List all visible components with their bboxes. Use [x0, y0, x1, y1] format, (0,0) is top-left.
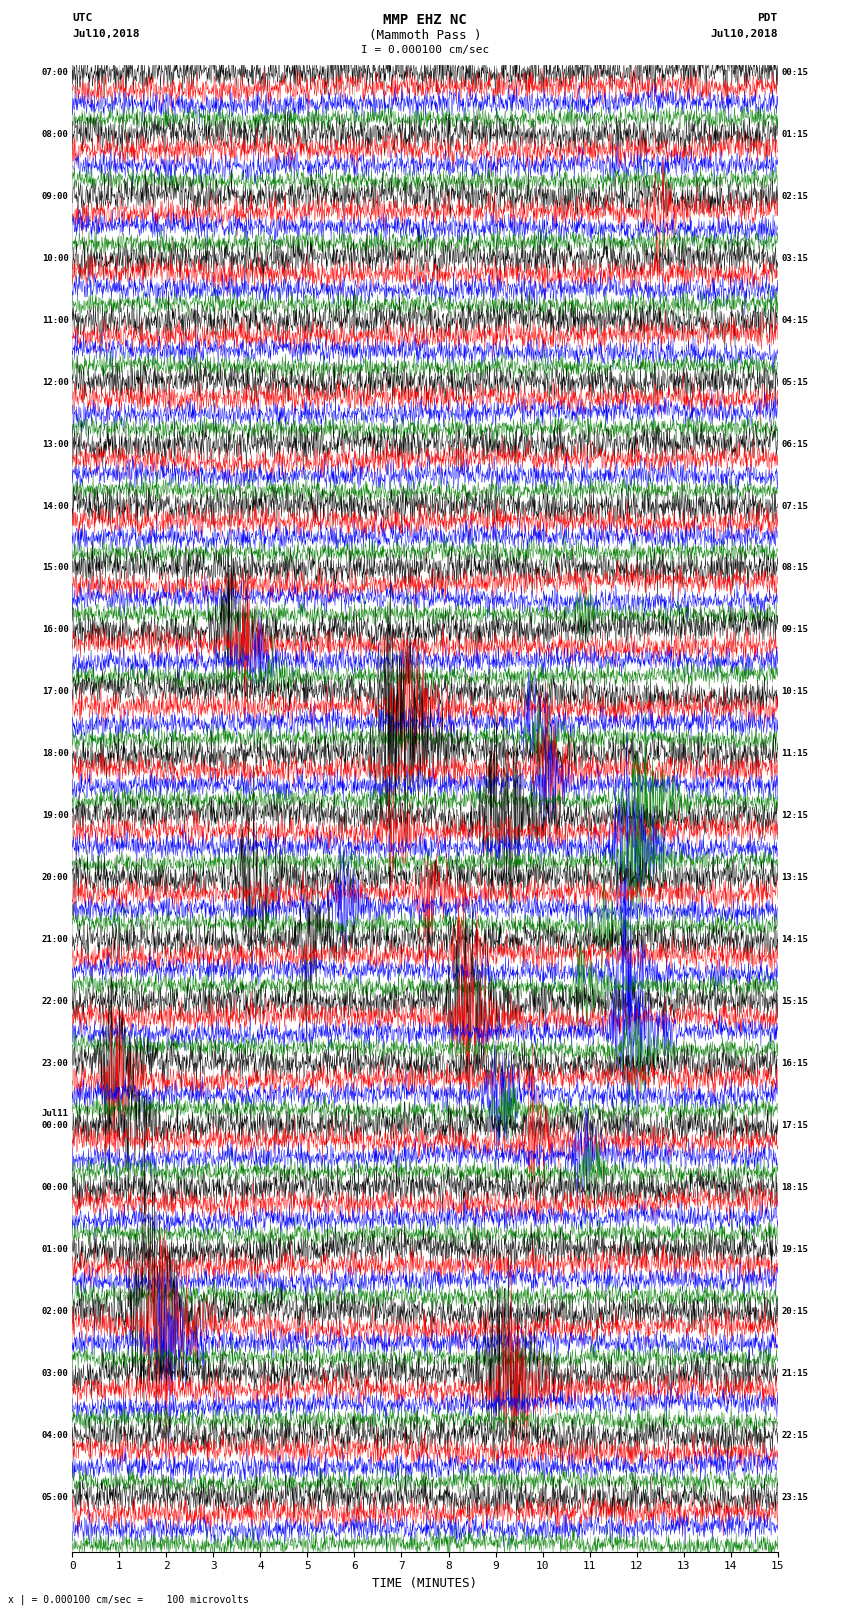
- Text: 01:00: 01:00: [42, 1245, 69, 1255]
- Text: 15:15: 15:15: [781, 997, 808, 1007]
- Text: 03:15: 03:15: [781, 253, 808, 263]
- Text: 12:00: 12:00: [42, 377, 69, 387]
- Text: 17:00: 17:00: [42, 687, 69, 697]
- Text: 02:00: 02:00: [42, 1307, 69, 1316]
- Text: I = 0.000100 cm/sec: I = 0.000100 cm/sec: [361, 45, 489, 55]
- Text: 00:00: 00:00: [42, 1121, 69, 1131]
- Text: 18:15: 18:15: [781, 1184, 808, 1192]
- Text: 04:00: 04:00: [42, 1431, 69, 1440]
- Text: 21:00: 21:00: [42, 936, 69, 944]
- Text: 09:00: 09:00: [42, 192, 69, 200]
- Text: 05:00: 05:00: [42, 1494, 69, 1502]
- Text: 10:15: 10:15: [781, 687, 808, 697]
- Text: 04:15: 04:15: [781, 316, 808, 324]
- Text: 02:15: 02:15: [781, 192, 808, 200]
- Text: 09:15: 09:15: [781, 626, 808, 634]
- Text: 07:15: 07:15: [781, 502, 808, 511]
- Text: 19:00: 19:00: [42, 811, 69, 821]
- Text: 16:15: 16:15: [781, 1060, 808, 1068]
- Text: 23:15: 23:15: [781, 1494, 808, 1502]
- Text: (Mammoth Pass ): (Mammoth Pass ): [369, 29, 481, 42]
- Text: 15:00: 15:00: [42, 563, 69, 573]
- Text: 21:15: 21:15: [781, 1369, 808, 1378]
- Text: Jul10,2018: Jul10,2018: [711, 29, 778, 39]
- Text: MMP EHZ NC: MMP EHZ NC: [383, 13, 467, 27]
- Text: 19:15: 19:15: [781, 1245, 808, 1255]
- Text: 01:15: 01:15: [781, 129, 808, 139]
- Text: 06:15: 06:15: [781, 440, 808, 448]
- Text: PDT: PDT: [757, 13, 778, 23]
- Text: 14:15: 14:15: [781, 936, 808, 944]
- Text: x | = 0.000100 cm/sec =    100 microvolts: x | = 0.000100 cm/sec = 100 microvolts: [8, 1594, 249, 1605]
- Text: 10:00: 10:00: [42, 253, 69, 263]
- Text: 22:00: 22:00: [42, 997, 69, 1007]
- Text: 14:00: 14:00: [42, 502, 69, 511]
- Text: 00:15: 00:15: [781, 68, 808, 77]
- Text: 16:00: 16:00: [42, 626, 69, 634]
- Text: UTC: UTC: [72, 13, 93, 23]
- Text: 18:00: 18:00: [42, 750, 69, 758]
- Text: 00:00: 00:00: [42, 1184, 69, 1192]
- Text: 23:00: 23:00: [42, 1060, 69, 1068]
- Text: 20:00: 20:00: [42, 873, 69, 882]
- Text: 13:00: 13:00: [42, 440, 69, 448]
- Text: 11:15: 11:15: [781, 750, 808, 758]
- Text: 12:15: 12:15: [781, 811, 808, 821]
- Text: 17:15: 17:15: [781, 1121, 808, 1131]
- Text: 11:00: 11:00: [42, 316, 69, 324]
- Text: Jul11: Jul11: [42, 1110, 69, 1118]
- Text: 03:00: 03:00: [42, 1369, 69, 1378]
- Text: 13:15: 13:15: [781, 873, 808, 882]
- Text: 20:15: 20:15: [781, 1307, 808, 1316]
- Text: Jul10,2018: Jul10,2018: [72, 29, 139, 39]
- Text: 08:00: 08:00: [42, 129, 69, 139]
- Text: 07:00: 07:00: [42, 68, 69, 77]
- Text: 08:15: 08:15: [781, 563, 808, 573]
- Text: 22:15: 22:15: [781, 1431, 808, 1440]
- X-axis label: TIME (MINUTES): TIME (MINUTES): [372, 1578, 478, 1590]
- Text: 05:15: 05:15: [781, 377, 808, 387]
